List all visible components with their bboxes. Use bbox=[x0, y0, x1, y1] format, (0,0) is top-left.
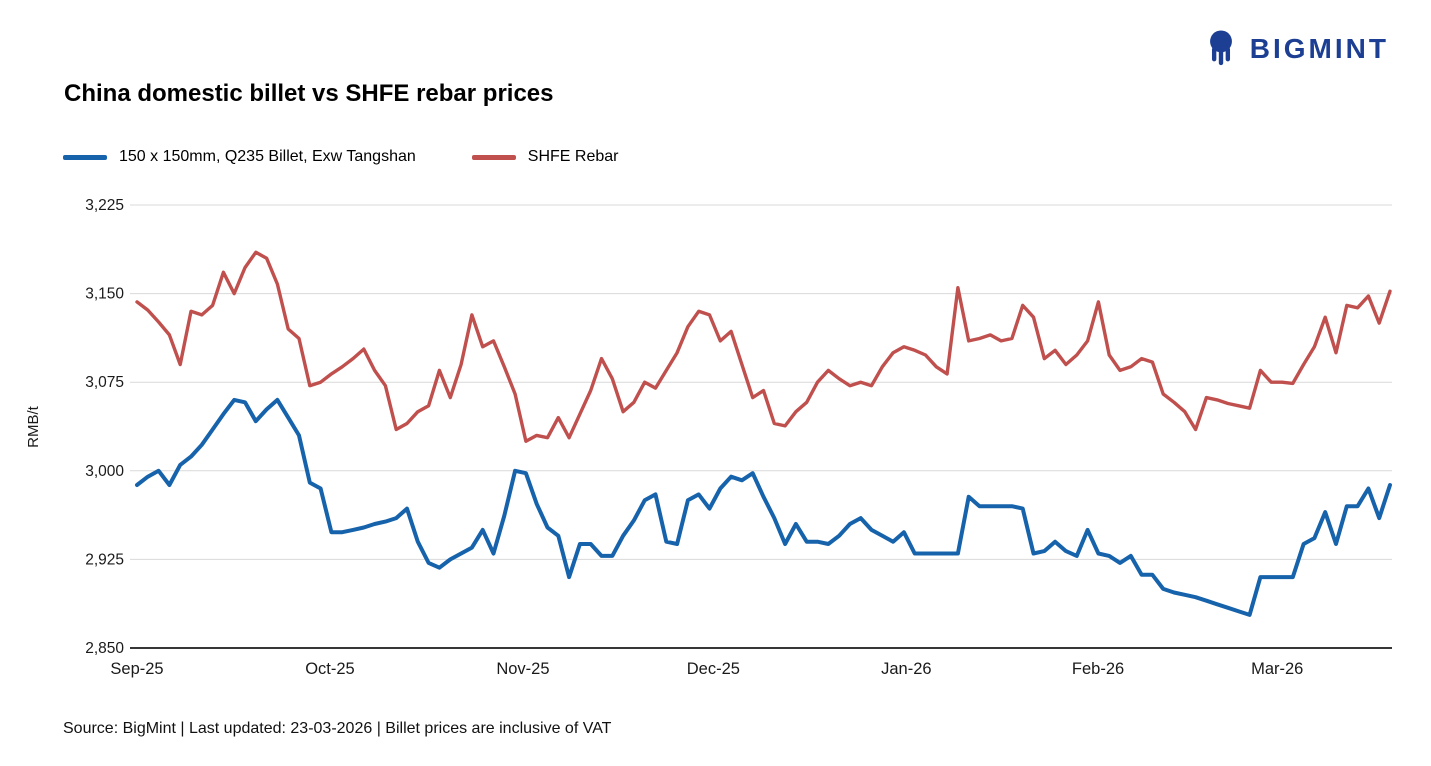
y-tick-label: 3,000 bbox=[85, 463, 124, 480]
y-axis-title: RMB/t bbox=[25, 405, 42, 448]
chart-title: China domestic billet vs SHFE rebar pric… bbox=[64, 80, 554, 107]
source-note: Source: BigMint | Last updated: 23-03-20… bbox=[63, 720, 612, 737]
bigmint-logo-text: BIGMINT bbox=[1249, 33, 1389, 64]
x-tick-label: Feb-26 bbox=[1072, 660, 1124, 678]
legend-label-billet: 150 x 150mm, Q235 Billet, Exw Tangshan bbox=[119, 148, 416, 165]
legend-swatch-billet bbox=[63, 154, 107, 160]
x-tick-label: Jan-26 bbox=[881, 660, 931, 678]
series-line-billet bbox=[135, 397, 1392, 617]
legend-label-rebar: SHFE Rebar bbox=[527, 148, 619, 165]
bigmint-logo-icon bbox=[1209, 30, 1232, 66]
legend-item-billet: 150 x 150mm, Q235 Billet, Exw Tangshan bbox=[63, 148, 416, 166]
x-tick-label: Nov-25 bbox=[496, 660, 549, 678]
bigmint-logo: BIGMINT bbox=[1202, 28, 1389, 70]
x-tick-label: Sep-25 bbox=[110, 660, 163, 678]
legend-item-rebar: SHFE Rebar bbox=[471, 148, 619, 166]
y-tick-label: 3,075 bbox=[85, 374, 124, 391]
y-tick-label: 2,925 bbox=[85, 551, 124, 568]
chart-legend: 150 x 150mm, Q235 Billet, Exw Tangshan S… bbox=[63, 148, 618, 166]
y-tick-label: 2,850 bbox=[85, 640, 124, 657]
x-tick-label: Oct-25 bbox=[305, 660, 355, 678]
y-tick-label: 3,225 bbox=[85, 197, 124, 214]
x-tick-label: Mar-26 bbox=[1251, 660, 1303, 678]
legend-swatch-rebar bbox=[471, 154, 516, 160]
series-line-rebar bbox=[135, 250, 1392, 443]
x-tick-label: Dec-25 bbox=[687, 660, 740, 678]
y-tick-label: 3,150 bbox=[85, 286, 124, 303]
